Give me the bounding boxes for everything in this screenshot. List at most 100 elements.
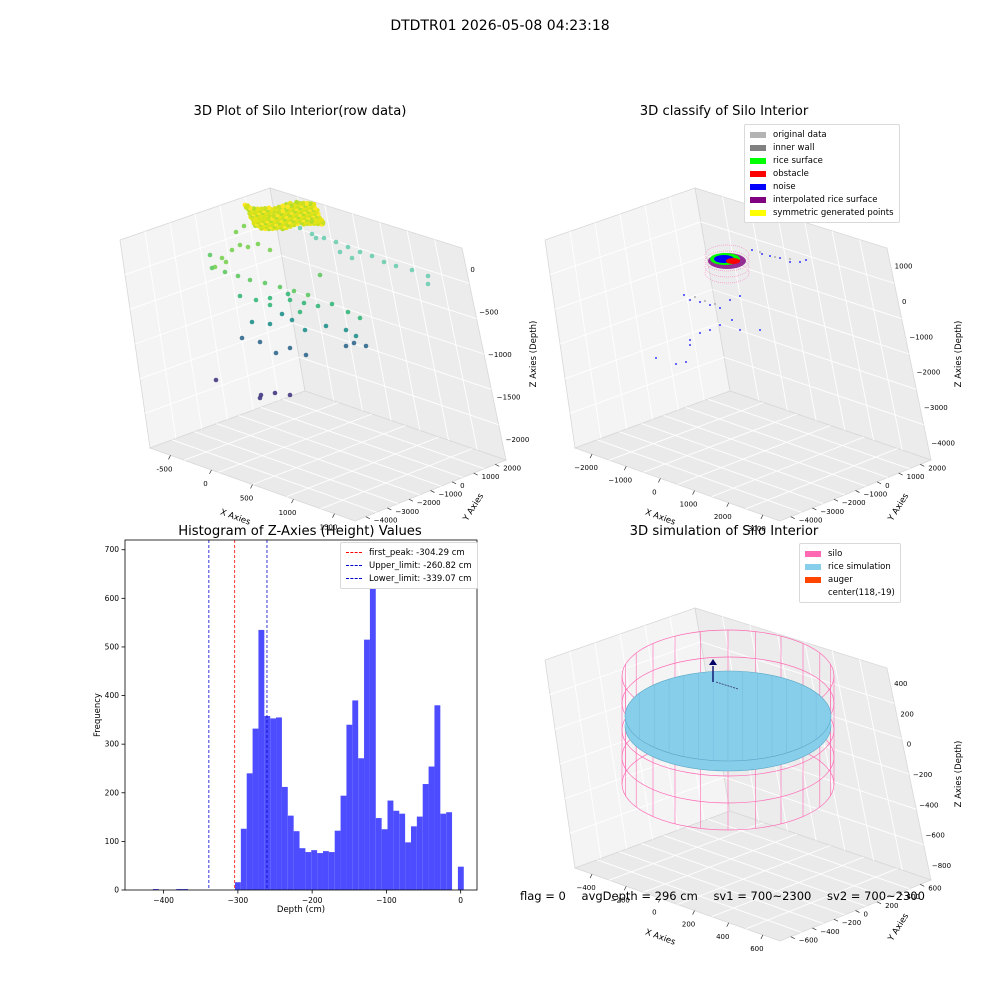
plot3-bar [369,580,376,890]
plot3-legend-swatch [346,565,362,566]
plot3-bar [410,826,417,890]
plot1-point [276,209,282,215]
plot3-legend-label: first_peak: -304.29 cm [369,547,465,558]
plot1-grid-left-z [139,322,294,380]
plot1-point [233,229,239,235]
sv1-text: sv1 = 700~2300 [713,889,812,903]
plot1-point [313,235,319,241]
plot3-xtick-label: −200 [302,896,323,905]
plot1-point [301,300,307,306]
plot1-grid-right-z [293,322,492,390]
plot1-point [262,280,268,286]
plot3-bar [416,816,423,890]
plot1-point [351,340,357,346]
plot3-xtick-label: −100 [376,896,397,905]
plot2-xtick [760,514,764,520]
plot1-ylabel: Y Axies [461,491,487,524]
plot1-point [381,259,387,265]
plot2-original-point [759,251,761,253]
plot1-ytick [473,472,478,476]
plot1-point [241,223,247,229]
plot2-original-point [789,258,791,260]
plot3-bar [375,818,382,890]
plot3-bar [240,828,247,890]
plot1-ytick [408,498,414,502]
plot3-frame [124,539,478,891]
plot4-ytick [920,884,925,887]
plot2-noise-point [739,295,741,297]
plot1-point [304,201,309,207]
plot3-xtick-label: −400 [153,896,174,905]
plot1-grid-right-z [275,221,470,284]
plot3-bar [457,866,464,890]
status-footer: flag = 0 avgDepth = 296 cm sv1 = 700~230… [520,889,937,903]
plot2-grid-right-z [724,356,924,426]
plot4-grid-floor-x [609,822,764,881]
plot1-grid-floor-x [184,402,339,461]
plot1-point [207,252,213,258]
plot1-point [297,225,303,231]
plot1-point [300,201,306,207]
plot1-grid-floor-x [218,413,373,473]
plot2-legend-item: rice surface [750,154,894,167]
plot3-bar [246,773,253,890]
plot1-point [235,273,241,279]
plot2-noise-point [729,299,731,301]
plot1-point [323,323,329,329]
plot1-ztick-label: 0 [470,266,474,274]
plot3-bar [387,800,394,890]
plot3-bar [434,705,441,890]
plot1-point [307,201,313,207]
plot1-point [262,216,268,222]
plot1-ytick-label: −2000 [417,499,441,507]
plot3-bar [276,717,282,890]
plot3-bar [446,812,453,890]
plot2-noise-point [709,304,711,306]
plot1-grid-left-z [124,221,276,276]
plot1-point [287,297,293,303]
plot3-legend: first_peak: -304.29 cm Upper_limit: -260.… [340,542,478,589]
plot2-ztick-label: 1000 [895,263,913,271]
plot2-ylabel: Y Axies [886,491,912,524]
plot3-bar [281,786,288,890]
plot1-xtick-label: 1500 [320,524,338,532]
plot2-legend-label: symmetric generated points [773,207,894,218]
plot3-legend-item: Upper_limit: -260.82 cm [346,559,472,572]
plot2-xtick [623,466,627,471]
plot2-grid-floor-y [707,398,910,470]
plot2-noise-point [751,249,753,251]
plot2-obstacle [726,258,740,264]
plot1-point [363,343,369,349]
plot4-legend: silo rice simulation auger center(118,-19) [799,543,901,603]
plot3-xtick-label: 0 [458,896,463,905]
plot4-ztick-label: −600 [926,832,945,840]
plot3-bar [176,889,183,890]
plot2-grid-floor-x [677,425,831,485]
plot2-ztick-label: −4000 [931,439,955,447]
plot3-bar [334,830,341,890]
plot3-bar [393,810,400,890]
plot2-grid-left-z [554,255,707,310]
plot4-auger [715,681,739,690]
plot1-point [343,343,349,349]
plot3-legend-swatch [346,552,362,553]
plot3-bar [358,758,365,890]
plot1-point [321,235,327,241]
plot1-grid-floor-y [171,439,377,513]
plot4-grid-floor-y [663,835,867,907]
plot2-noise-point [685,361,687,363]
plot3-xtick-label: −300 [228,896,249,905]
plot1-point [357,249,363,255]
plot4-grid-floor-y [619,851,824,924]
plot3-bar [317,853,323,890]
plot1-xtick [250,484,253,489]
plot2-legend-item: original data [750,128,894,141]
plot1-point [276,204,282,210]
plot1-point [315,303,321,309]
plot1-point [253,217,259,223]
plot1-point [255,206,260,212]
plot3-ytick-label: 200 [105,788,120,797]
plot1-point [267,302,273,308]
plot1-point [337,249,343,255]
plot4-ytick [812,927,817,931]
